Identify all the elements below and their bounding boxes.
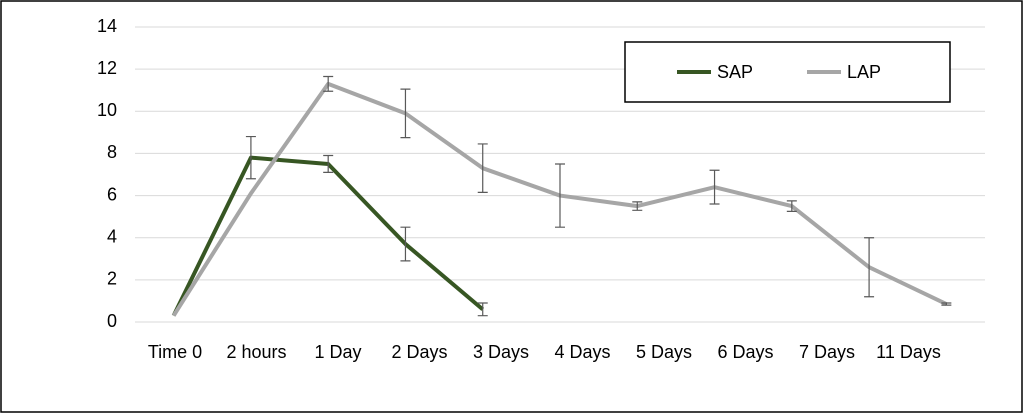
x-tick-label: 6 Days xyxy=(717,342,773,362)
y-tick-label: 0 xyxy=(107,311,117,331)
error-bar xyxy=(555,163,565,228)
x-tick-label: 2 hours xyxy=(226,342,286,362)
error-bar xyxy=(477,143,488,194)
y-tick-label: 6 xyxy=(107,184,117,204)
error-bar xyxy=(400,88,411,139)
x-tick-label: 4 Days xyxy=(554,342,610,362)
error-bar xyxy=(323,154,334,173)
error-bar xyxy=(709,169,720,205)
error-bar xyxy=(400,226,411,262)
y-tick-label: 14 xyxy=(97,16,117,36)
x-tick-label: 3 Days xyxy=(473,342,529,362)
y-tick-label: 8 xyxy=(107,142,117,162)
error-bar xyxy=(245,135,256,180)
x-tick-label: 11 Days xyxy=(876,342,941,362)
y-tick-label: 4 xyxy=(107,226,117,246)
legend-label: LAP xyxy=(847,62,881,82)
y-tick-label: 10 xyxy=(97,100,117,120)
legend-label: SAP xyxy=(717,62,753,82)
error-bar xyxy=(941,302,952,306)
x-tick-label: 7 Days xyxy=(799,342,855,362)
legend-box xyxy=(624,41,951,103)
x-tick-label: 2 Days xyxy=(391,342,447,362)
y-tick-label: 2 xyxy=(107,269,117,289)
error-bar xyxy=(864,237,875,298)
error-bar xyxy=(477,302,488,317)
error-bar xyxy=(323,75,334,92)
x-tick-label: 1 Day xyxy=(314,342,361,362)
error-bar xyxy=(632,201,643,211)
x-tick-label: 5 Days xyxy=(636,342,692,362)
error-bar xyxy=(786,200,797,212)
y-tick-label: 12 xyxy=(97,58,117,78)
x-tick-label: Time 0 xyxy=(148,342,202,362)
